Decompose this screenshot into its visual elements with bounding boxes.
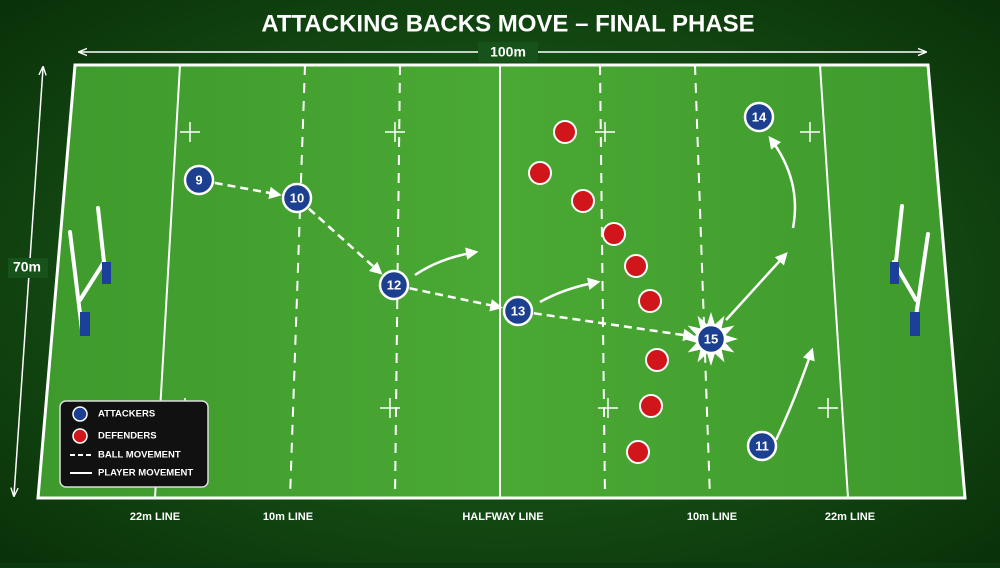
- line-label: 22m LINE: [130, 511, 180, 523]
- legend-label: DEFENDERS: [98, 431, 157, 442]
- attacker: [502, 295, 534, 327]
- ball-movement: [308, 207, 383, 275]
- attacker-number: 10: [290, 190, 304, 205]
- player-movement: [725, 252, 788, 321]
- post-pads: [80, 262, 920, 336]
- attacker-number: 14: [752, 109, 767, 124]
- width-label: 100m: [490, 44, 526, 60]
- label-bg: [8, 258, 48, 278]
- attacker: [281, 182, 313, 214]
- ball-movement: [214, 181, 282, 200]
- attacker-number: 13: [511, 303, 525, 318]
- legend-label: BALL MOVEMENT: [98, 450, 181, 461]
- attacker: [743, 101, 775, 133]
- defender: [624, 254, 648, 278]
- legend-box: [59, 400, 209, 488]
- attacker-number: 15: [704, 331, 718, 346]
- height-label: 70m: [13, 259, 41, 275]
- field: [36, 63, 967, 500]
- attacker: [695, 323, 727, 355]
- defender: [638, 289, 662, 313]
- defender: [553, 120, 577, 144]
- defender: [645, 348, 669, 372]
- attacker-number: 9: [195, 172, 202, 187]
- attacker: [183, 164, 215, 196]
- legend-attacker: [72, 406, 88, 422]
- ball-movement: [409, 287, 503, 312]
- players: 9 10 12 13 15 14 11: [183, 101, 778, 464]
- player-movement: [774, 347, 815, 441]
- defender: [528, 161, 552, 185]
- player-movement: [768, 136, 797, 229]
- defender: [571, 189, 595, 213]
- line-label: 10m LINE: [263, 511, 313, 523]
- defender: [602, 222, 626, 246]
- ball-movement: [533, 312, 696, 342]
- height-arrow: [14, 68, 43, 495]
- defender: [639, 394, 663, 418]
- defender: [626, 440, 650, 464]
- legend-label: ATTACKERS: [98, 409, 155, 420]
- line-labels: 22m LINE 10m LINE HALFWAY LINE 10m LINE 22m …: [130, 511, 875, 523]
- player-movement: [539, 277, 601, 304]
- legend-defender: [72, 428, 88, 444]
- line-label: 22m LINE: [825, 511, 875, 523]
- legend-label: PLAYER MOVEMENT: [98, 468, 193, 479]
- title: ATTACKING BACKS MOVE – FINAL PHASE: [261, 10, 754, 37]
- line-label: HALFWAY LINE: [462, 511, 543, 523]
- attacker: [746, 430, 778, 462]
- attacker-number: 11: [755, 438, 769, 453]
- label-bg: [478, 42, 538, 62]
- legend: ATTACKERS DEFENDERS BALL MOVEMENT PLAYER MO…: [59, 400, 209, 488]
- line-label: 10m LINE: [687, 511, 737, 523]
- player-movement: [414, 247, 479, 277]
- attacker: [378, 269, 410, 301]
- attacker-number: 12: [387, 277, 401, 292]
